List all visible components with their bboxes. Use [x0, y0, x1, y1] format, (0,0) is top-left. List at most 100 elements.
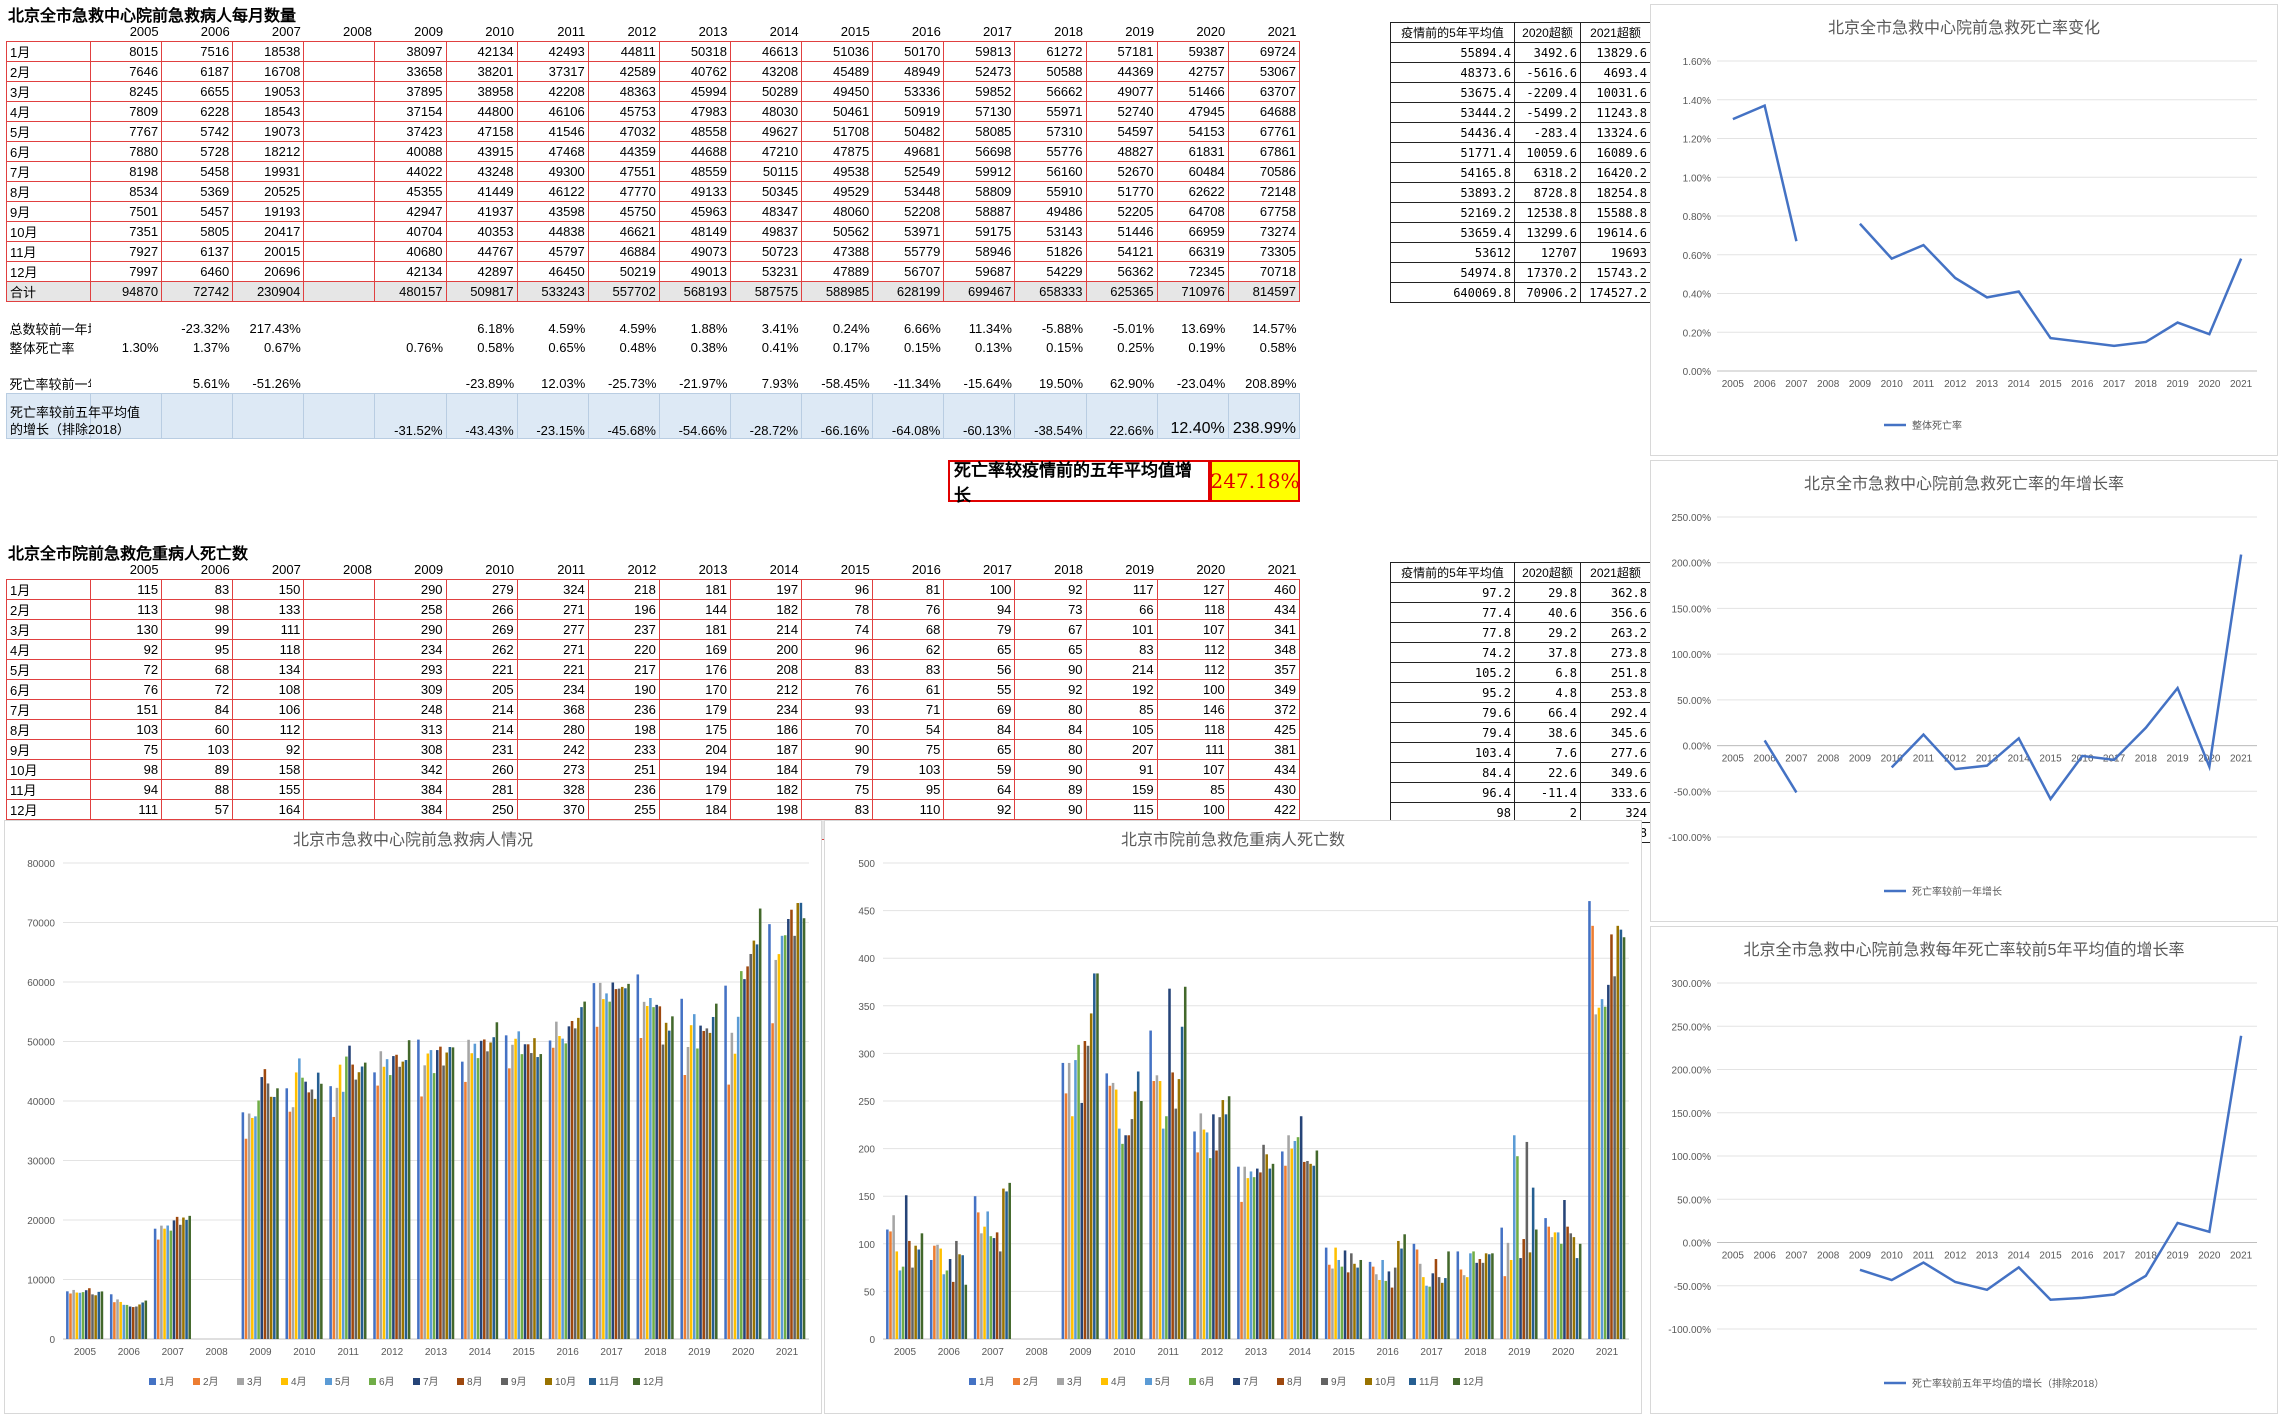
data-cell[interactable]: 89 — [1014, 779, 1087, 800]
side-cell[interactable]: -2209.4 — [1514, 82, 1581, 103]
data-cell[interactable]: 58946 — [943, 241, 1016, 262]
side-cell[interactable]: 4.8 — [1514, 682, 1581, 703]
side-cell[interactable]: 345.6 — [1580, 722, 1651, 743]
data-cell[interactable]: 19193 — [232, 201, 305, 222]
data-cell[interactable]: 40353 — [445, 221, 518, 242]
year-header[interactable]: 2007 — [232, 560, 304, 580]
data-cell[interactable]: 42134 — [445, 41, 518, 62]
data-cell[interactable]: 54121 — [1085, 241, 1158, 262]
data-cell[interactable]: 130 — [89, 619, 163, 640]
data-cell[interactable]: 341 — [1227, 619, 1301, 640]
year-header[interactable]: 2018 — [1014, 560, 1087, 580]
data-cell[interactable]: 108 — [232, 679, 305, 700]
data-cell[interactable]: 40762 — [658, 61, 731, 82]
data-cell[interactable]: 19073 — [232, 121, 305, 142]
rate-growth-cell[interactable]: 19.50% — [1038, 376, 1084, 391]
data-cell[interactable]: 221 — [516, 659, 589, 680]
data-cell[interactable]: 42493 — [516, 41, 589, 62]
highlight-value[interactable]: 247.18% — [1210, 460, 1300, 502]
side-cell[interactable]: 362.8 — [1580, 582, 1651, 603]
side-cell[interactable]: 79.4 — [1390, 722, 1515, 743]
data-cell[interactable]: 110 — [872, 799, 945, 820]
data-cell[interactable]: 218 — [587, 579, 660, 600]
chart-patients-bar[interactable]: 北京市急救中心院前急救病人情况 0 10000 20000 30000 40000 5000… — [4, 820, 822, 1414]
data-cell[interactable]: 236 — [587, 779, 660, 800]
data-cell[interactable]: 50219 — [587, 261, 660, 282]
data-cell[interactable]: 37154 — [374, 101, 447, 122]
side-cell[interactable]: 13299.6 — [1514, 222, 1581, 243]
data-cell[interactable]: 45963 — [658, 201, 731, 222]
data-cell[interactable]: 60484 — [1156, 161, 1229, 182]
side-cell[interactable]: 273.8 — [1580, 642, 1651, 663]
rate-cell[interactable]: 0.41% — [761, 340, 799, 355]
data-cell[interactable]: 52670 — [1085, 161, 1158, 182]
month-label[interactable]: 1月 — [6, 41, 91, 62]
data-cell[interactable]: 56362 — [1085, 261, 1158, 282]
growth-cell[interactable] — [375, 319, 446, 338]
avg-growth-cell[interactable]: -38.54% — [1014, 393, 1087, 439]
data-cell[interactable]: 50345 — [729, 181, 803, 202]
data-cell[interactable] — [303, 619, 376, 640]
rate-cell[interactable]: 1.30% — [121, 340, 159, 355]
data-cell[interactable]: 111 — [89, 799, 163, 820]
data-cell[interactable]: 384 — [374, 779, 447, 800]
data-cell[interactable]: 5458 — [161, 161, 234, 182]
side-cell[interactable]: 103.4 — [1390, 742, 1515, 763]
data-cell[interactable]: 190 — [587, 679, 660, 700]
data-cell[interactable]: 83 — [872, 659, 945, 680]
data-cell[interactable]: 48558 — [658, 121, 731, 142]
data-cell[interactable]: 50461 — [801, 101, 874, 122]
year-header[interactable]: 2015 — [801, 560, 873, 580]
month-label[interactable]: 12月 — [6, 799, 91, 820]
data-cell[interactable]: 279 — [445, 579, 518, 600]
total-cell[interactable]: 480157 — [374, 281, 447, 302]
side-cell[interactable]: 17370.2 — [1514, 262, 1581, 283]
side-cell[interactable]: 22.6 — [1514, 762, 1581, 783]
data-cell[interactable]: 50588 — [1014, 61, 1087, 82]
side-cell[interactable]: 54436.4 — [1390, 122, 1515, 143]
data-cell[interactable]: 47945 — [1156, 101, 1229, 122]
data-cell[interactable]: 324 — [516, 579, 589, 600]
data-cell[interactable]: 434 — [1227, 599, 1301, 620]
data-cell[interactable]: 55910 — [1014, 181, 1087, 202]
growth-cell[interactable]: 14.57% — [1252, 321, 1297, 336]
growth-cell[interactable] — [304, 319, 375, 338]
data-cell[interactable] — [303, 61, 376, 82]
data-cell[interactable]: 52208 — [872, 201, 945, 222]
data-cell[interactable]: 100 — [943, 579, 1016, 600]
data-cell[interactable]: 58887 — [943, 201, 1016, 222]
data-cell[interactable]: 6137 — [161, 241, 234, 262]
data-cell[interactable]: 40680 — [374, 241, 447, 262]
data-cell[interactable]: 234 — [374, 639, 447, 660]
data-cell[interactable]: 47551 — [587, 161, 660, 182]
side-cell[interactable]: 12707 — [1514, 242, 1581, 263]
data-cell[interactable]: 6187 — [161, 61, 234, 82]
data-cell[interactable]: 94 — [943, 599, 1016, 620]
data-cell[interactable]: 233 — [587, 739, 660, 760]
avg-growth-cell[interactable]: -66.16% — [801, 393, 874, 439]
data-cell[interactable]: 175 — [658, 719, 731, 740]
data-cell[interactable]: 159 — [1085, 779, 1158, 800]
data-cell[interactable]: 101 — [1085, 619, 1158, 640]
data-cell[interactable]: 55 — [943, 679, 1016, 700]
data-cell[interactable]: 76 — [89, 679, 163, 700]
month-label[interactable]: 11月 — [6, 779, 91, 800]
data-cell[interactable]: 16708 — [232, 61, 305, 82]
rate-cell[interactable]: 0.38% — [690, 340, 728, 355]
data-cell[interactable]: 76 — [872, 599, 945, 620]
data-cell[interactable] — [303, 201, 376, 222]
data-cell[interactable]: 90 — [801, 739, 874, 760]
data-cell[interactable] — [303, 599, 376, 620]
data-cell[interactable]: 103 — [872, 759, 945, 780]
avg-growth-cell[interactable]: -23.15% — [516, 393, 589, 439]
data-cell[interactable] — [303, 779, 376, 800]
data-cell[interactable]: 6655 — [161, 81, 234, 102]
avg-growth-cell[interactable]: -43.43% — [445, 393, 518, 439]
data-cell[interactable]: 368 — [516, 699, 589, 720]
rate-growth-label[interactable]: 死亡率较前一年增长 — [9, 377, 91, 392]
data-cell[interactable]: 54 — [872, 719, 945, 740]
data-cell[interactable] — [303, 699, 376, 720]
data-cell[interactable] — [303, 739, 376, 760]
data-cell[interactable]: 127 — [1156, 579, 1229, 600]
side-cell[interactable]: 253.8 — [1580, 682, 1651, 703]
